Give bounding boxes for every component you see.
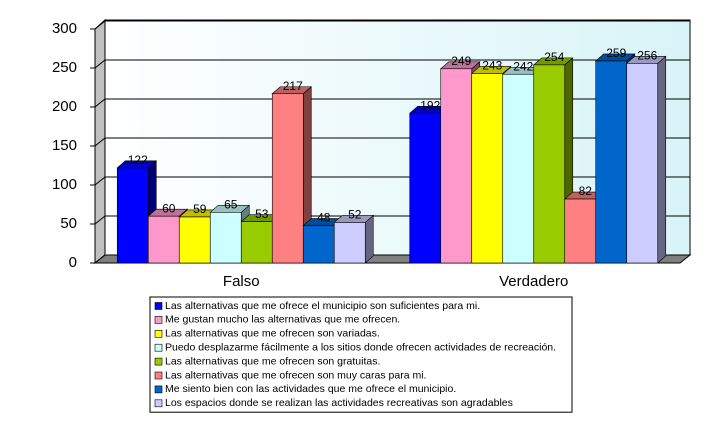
bar [302, 225, 335, 264]
legend-swatch [154, 316, 163, 324]
value-label: 52 [348, 208, 362, 222]
legend-box [149, 296, 573, 413]
value-label: 192 [420, 98, 440, 112]
legend-swatch [154, 399, 163, 408]
legend-label: Me siento bien con las actividades que m… [165, 383, 456, 395]
y-tick-label: 50 [60, 215, 77, 232]
x-tick-label: Falso [223, 273, 260, 290]
legend-label: Las alternativas que me ofrecen son vari… [165, 328, 380, 340]
value-label: 243 [482, 59, 502, 73]
legend-label: Los espacios donde se realizan las activ… [165, 397, 513, 409]
bar-side [364, 214, 374, 264]
y-tick-label: 300 [52, 20, 77, 37]
bar [209, 212, 242, 264]
value-label: 59 [193, 202, 207, 216]
value-label: 82 [579, 184, 593, 198]
legend-swatch [154, 343, 163, 352]
grid-line [94, 20, 690, 30]
bar [116, 167, 149, 264]
value-label: 259 [606, 46, 626, 60]
legend-swatch [154, 357, 163, 366]
value-label: 217 [283, 79, 303, 93]
value-label: 242 [513, 59, 533, 73]
bar [178, 216, 211, 264]
value-label: 65 [224, 197, 238, 211]
value-label: 122 [128, 153, 148, 167]
bar [409, 112, 442, 264]
x-tick-label: Verdadero [499, 273, 568, 290]
bar [471, 73, 504, 264]
y-tick-label: 100 [52, 176, 77, 193]
value-label: 60 [162, 201, 176, 215]
value-label: 48 [317, 211, 331, 225]
y-tick-label: 200 [52, 98, 77, 115]
grid-line [94, 59, 690, 69]
bar [271, 93, 304, 264]
value-label: 256 [637, 48, 657, 62]
bar [440, 68, 473, 264]
y-tick-label: 0 [69, 254, 77, 271]
legend-swatch [154, 329, 163, 338]
bar [564, 198, 597, 264]
bar [240, 221, 273, 264]
value-label: 254 [544, 50, 564, 64]
y-tick-label: 150 [52, 137, 77, 154]
bar [595, 60, 628, 264]
value-label: 249 [451, 54, 471, 68]
legend-label: Me gustan mucho las alternativas que me … [165, 314, 400, 326]
bar [533, 64, 566, 264]
legend-label: Las alternativas que me ofrecen son grat… [165, 355, 380, 367]
bar [502, 73, 535, 264]
bar [333, 222, 366, 264]
legend-swatch [154, 385, 163, 394]
y-tick-label: 250 [52, 59, 77, 76]
bar-side [657, 55, 667, 264]
value-label: 53 [255, 207, 269, 221]
legend-label: Las alternativas que me ofrece el munici… [165, 300, 480, 312]
legend-swatch [154, 371, 163, 380]
legend-label: Puedo desplazarme fácilmente a los sitio… [165, 341, 556, 353]
legend-label: Las alternativas que me ofrecen son muy … [165, 369, 426, 381]
legend-swatch [154, 302, 163, 310]
bar [147, 215, 180, 264]
bar [626, 63, 659, 264]
